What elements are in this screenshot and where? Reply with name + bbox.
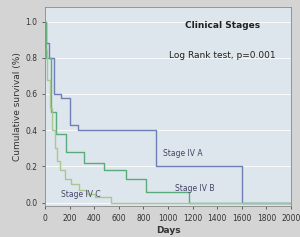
X-axis label: Days: Days bbox=[156, 226, 180, 235]
Text: Stage IV B: Stage IV B bbox=[176, 184, 215, 193]
Y-axis label: Cumulative survival (%): Cumulative survival (%) bbox=[14, 52, 22, 161]
Text: Stage IV C: Stage IV C bbox=[61, 190, 100, 199]
Text: Stage IV A: Stage IV A bbox=[163, 149, 203, 158]
Text: Clinical Stages: Clinical Stages bbox=[184, 21, 260, 30]
Text: Log Rank test, p=0.001: Log Rank test, p=0.001 bbox=[169, 51, 275, 60]
